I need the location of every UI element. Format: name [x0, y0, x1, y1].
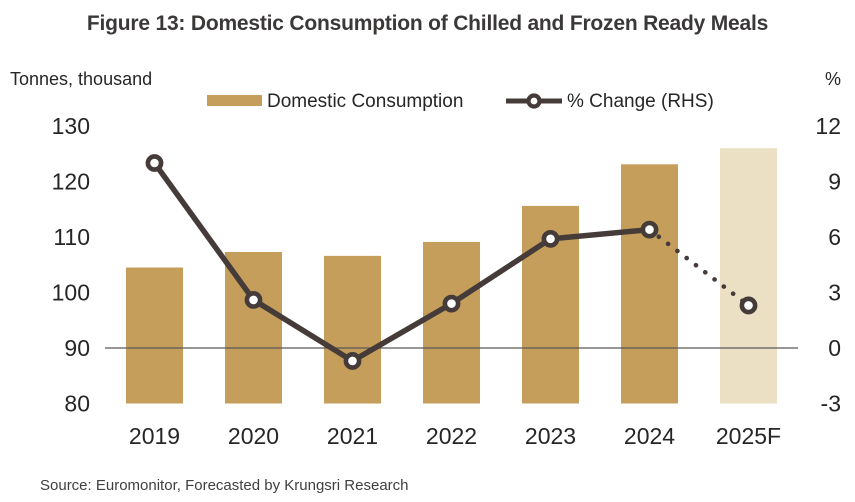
legend-label-domestic-consumption: Domestic Consumption [267, 91, 464, 112]
pct-change-line [151, 160, 653, 364]
bar-series-swatch [207, 95, 262, 106]
pct-change-marker-2022 [442, 294, 461, 313]
line-marker-icon [506, 93, 562, 109]
axis-tick-left-110: 110 [53, 224, 90, 250]
x-axis-label-2025F: 2025F [716, 423, 781, 449]
x-axis-label-2020: 2020 [228, 423, 279, 449]
x-axis-label-2019: 2019 [129, 423, 180, 449]
legend-line-marker-dot [526, 93, 542, 109]
axis-tick-left-120: 120 [52, 169, 90, 195]
chart-title: Figure 13: Domestic Consumption of Chill… [86, 12, 769, 35]
pct-change-marker-2021 [343, 352, 362, 370]
source-note: Source: Euromonitor, Forecasted by Krung… [40, 477, 409, 494]
legend-label-pct-change: % Change (RHS) [567, 91, 714, 112]
x-axis-label-2021: 2021 [327, 423, 378, 449]
bar-2022 [423, 241, 480, 404]
pct-change-marker-2023 [541, 229, 560, 248]
pct-change-dotted-forecast-segment [647, 227, 751, 308]
pct-change-marker-2024 [640, 220, 659, 239]
axis-tick-left-130: 130 [52, 113, 90, 139]
left-axis-unit-label: Tonnes, thousand [10, 69, 153, 89]
x-axis-label-2023: 2023 [525, 423, 576, 449]
pct-change-marker-2020 [244, 290, 263, 309]
axis-tick-left-100: 100 [52, 280, 90, 306]
axis-tick-right-12: 12 [815, 113, 841, 139]
axis-tick-right-0: 0 [828, 335, 841, 361]
axis-tick-right-9: 9 [828, 169, 841, 195]
x-axis-label-2024: 2024 [624, 423, 675, 449]
bar-2024 [621, 164, 678, 404]
axis-tick-right-3: 3 [828, 280, 841, 306]
bar-2021 [324, 255, 381, 404]
axis-tick-right-6: 6 [828, 224, 841, 250]
x-axis-label-2022: 2022 [426, 423, 477, 449]
axis-tick-left-80: 80 [64, 391, 90, 417]
axis-tick-left-90: 90 [64, 335, 90, 361]
axis-tick-right--3: -3 [821, 391, 841, 417]
right-axis-unit-label: % [824, 69, 841, 89]
pct-change-marker-2025F [739, 296, 758, 315]
bar-2025F [720, 148, 777, 404]
pct-change-marker-2019 [145, 154, 164, 172]
bar-2019 [126, 267, 183, 404]
